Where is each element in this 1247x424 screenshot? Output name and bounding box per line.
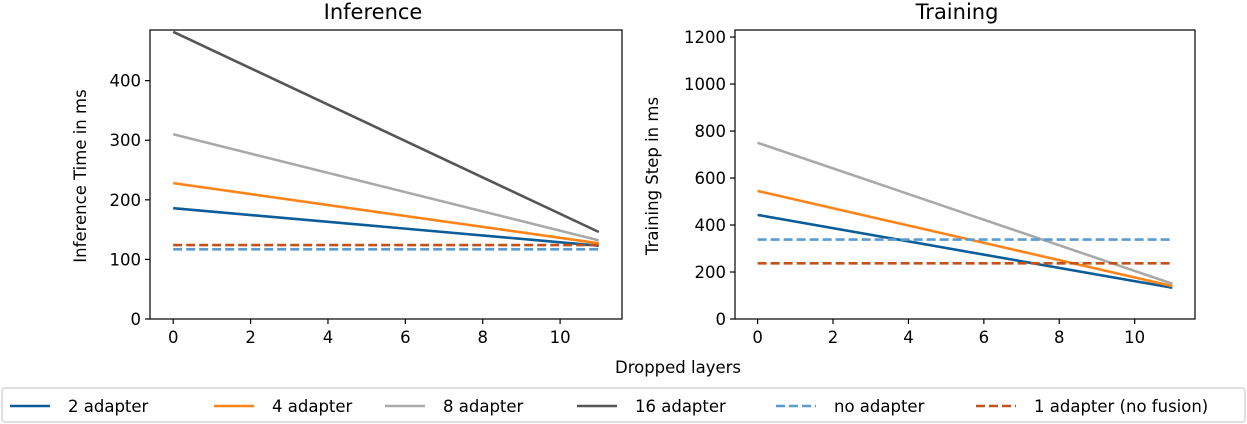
inference-x-tick-label: 6 xyxy=(400,328,411,347)
training-y-tick-label: 200 xyxy=(695,263,727,282)
inference-series-line-4-adapter xyxy=(173,181,599,245)
training-y-tick-label: 800 xyxy=(695,122,727,141)
training-y-tick-label: 600 xyxy=(695,169,727,188)
inference-series-line-16-adapter xyxy=(172,30,600,234)
inference-x-tick-label: 0 xyxy=(168,328,179,347)
legend-label: no adapter xyxy=(834,397,925,416)
inference-y-tick-label: 200 xyxy=(110,191,142,210)
inference-x-tick-label: 4 xyxy=(323,328,334,347)
inference-chart: Inference Inference Time in ms 0 2 4 6 8 1001… xyxy=(71,0,623,347)
legend-label: 16 adapter xyxy=(635,397,726,416)
inference-x-tick-label: 10 xyxy=(550,328,571,347)
inference-y-axis-label: Inference Time in ms xyxy=(71,89,90,262)
training-series-line-4-adapter xyxy=(757,189,1173,288)
inference-y-tick-label: 100 xyxy=(110,250,142,269)
training-y-tick-label: 1200 xyxy=(684,28,726,47)
training-x-tick-label: 0 xyxy=(752,328,763,347)
legend-label: 8 adapter xyxy=(443,397,524,416)
inference-y-tick-label: 300 xyxy=(110,131,142,150)
inference-plot-frame xyxy=(149,29,623,320)
inference-y-tick-label: 0 xyxy=(131,310,142,329)
inference-x-tick-label: 8 xyxy=(477,328,488,347)
legend-box xyxy=(1,387,1246,423)
legend-label: 2 adapter xyxy=(68,397,149,416)
training-y-axis-label: Training Step in ms xyxy=(643,97,662,256)
training-series-line-2-adapter xyxy=(757,213,1173,290)
training-chart-title: Training xyxy=(915,0,999,24)
legend: 2 adapter 4 adapter 8 adapter 16 adapter no … xyxy=(1,387,1246,423)
training-series-line-8-adapter xyxy=(757,141,1173,285)
inference-y-tick-label: 400 xyxy=(110,72,142,91)
inference-x-tick-label: 2 xyxy=(245,328,256,347)
training-y-tick-label: 0 xyxy=(716,310,727,329)
training-chart: Training Training Step in ms 0 2 4 6 8 10 0 200… xyxy=(643,0,1196,347)
inference-series-line-2-adapter xyxy=(173,206,599,248)
legend-label: 1 adapter (no fusion) xyxy=(1034,397,1208,416)
shared-x-axis-label: Dropped layers xyxy=(615,358,741,377)
training-plot-frame xyxy=(734,29,1196,320)
inference-series-line-8-adapter xyxy=(172,133,600,242)
training-x-tick-label: 6 xyxy=(979,328,990,347)
legend-label: 4 adapter xyxy=(272,397,353,416)
training-x-tick-label: 8 xyxy=(1054,328,1065,347)
training-x-tick-label: 2 xyxy=(828,328,839,347)
training-y-tick-label: 400 xyxy=(695,216,727,235)
training-x-tick-label: 10 xyxy=(1124,328,1145,347)
training-y-tick-label: 1000 xyxy=(684,75,726,94)
inference-chart-title: Inference xyxy=(324,0,423,24)
training-x-tick-label: 4 xyxy=(903,328,914,347)
